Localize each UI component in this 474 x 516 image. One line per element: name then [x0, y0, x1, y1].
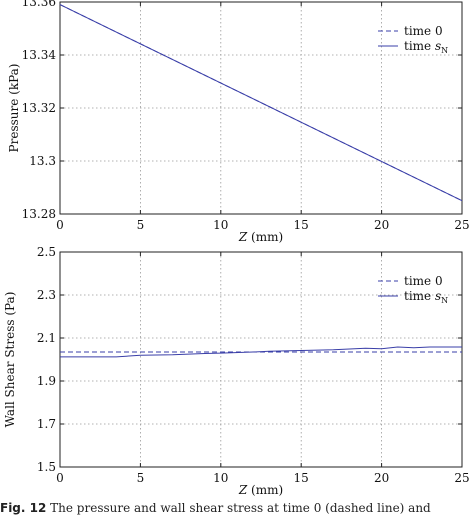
caption-label: Fig. 12 — [0, 501, 47, 515]
x-axis-label: Z (mm) — [238, 483, 283, 497]
x-axis-label-unit: (mm) — [247, 230, 283, 244]
legend-label-text: time — [404, 39, 435, 53]
x-tick-label: 10 — [213, 471, 228, 485]
legend-label: time sN — [404, 289, 448, 305]
x-tick-label: 20 — [374, 218, 389, 232]
x-tick-label: 15 — [294, 218, 309, 232]
legend-label-subscript: N — [441, 46, 448, 55]
y-tick-label: 2.1 — [37, 331, 56, 345]
plot-frame — [59, 251, 463, 468]
legend-label: time 0 — [404, 274, 443, 288]
caption-text: The pressure and wall shear stress at ti… — [46, 501, 431, 515]
legend-label: time 0 — [404, 24, 443, 38]
x-tick-label: 5 — [137, 218, 145, 232]
x-tick-label: 10 — [213, 218, 228, 232]
y-axis-label: Pressure (kPa) — [7, 64, 21, 153]
x-axis-label: Z (mm) — [238, 230, 283, 244]
y-tick-label: 1.7 — [37, 417, 56, 431]
legend-label-symbol: s — [435, 289, 441, 303]
x-axis-label-variable: Z — [238, 230, 248, 244]
y-axis-label: Wall Shear Stress (Pa) — [3, 292, 17, 428]
figure-caption: Fig. 12 The pressure and wall shear stre… — [0, 500, 474, 516]
y-tick-label: 13.34 — [22, 48, 57, 62]
y-tick-label: 1.9 — [37, 374, 56, 388]
series-line-time-sN — [59, 4, 463, 202]
pressure-chart: 0 5 10 15 20 25 13.28 13.3 13.32 13.34 13.36 Z (mm)… — [7, 0, 470, 244]
x-axis-label-variable: Z — [238, 483, 248, 497]
legend-label: time sN — [404, 39, 448, 55]
legend-label-symbol: s — [435, 39, 441, 53]
x-tick-label: 25 — [454, 218, 469, 232]
x-tick-label: 20 — [374, 471, 389, 485]
y-tick-label: 13.36 — [22, 0, 56, 9]
series-line-time-sN — [60, 346, 462, 358]
y-tick-label: 2.5 — [37, 245, 56, 259]
y-tick-label: 13.3 — [29, 154, 56, 168]
x-tick-label: 25 — [454, 471, 469, 485]
x-tick-label: 0 — [56, 218, 64, 232]
y-tick-label: 13.28 — [22, 207, 56, 221]
legend-label-text: time — [404, 289, 435, 303]
y-tick-label: 1.5 — [37, 460, 56, 474]
wall-shear-stress-chart: 0 5 10 15 20 25 1.5 1.7 1.9 2.1 2.3 2.5 Z (mm) Wall S… — [3, 245, 470, 497]
x-axis-label-unit: (mm) — [247, 483, 283, 497]
y-tick-label: 2.3 — [37, 288, 56, 302]
x-tick-label: 5 — [137, 471, 145, 485]
x-tick-label: 0 — [56, 471, 64, 485]
y-tick-label: 13.32 — [22, 101, 56, 115]
legend-label-subscript: N — [441, 296, 448, 305]
x-tick-label: 15 — [294, 471, 309, 485]
